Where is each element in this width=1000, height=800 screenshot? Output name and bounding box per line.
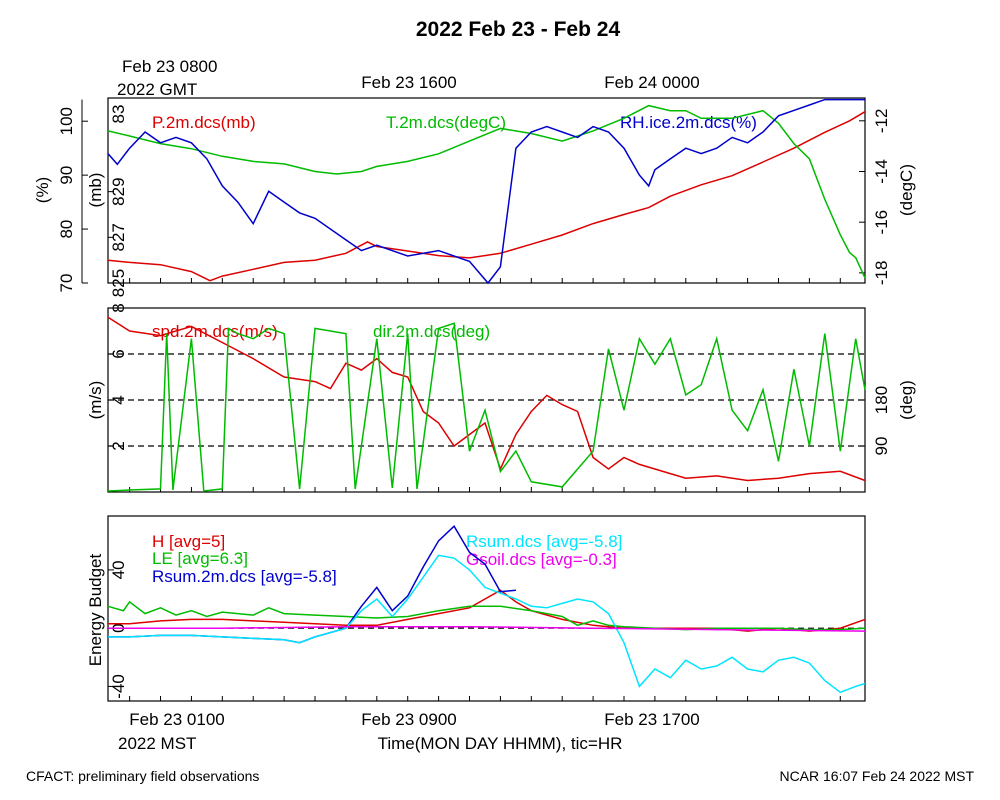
p-axis-label: (mb)	[86, 173, 105, 208]
legend-rsum: Rsum.dcs [avg=-5.8]	[466, 532, 622, 551]
p-tick-label-0: 829	[109, 177, 128, 205]
series-line-rsum-dcs-avg-5-8-	[108, 554, 866, 694]
chart-marks: 829 827 825 100 90 80 70 -12 -14 -16 -18 2 4 6 8 90 180 4…	[57, 98, 891, 701]
legend-pressure: P.2m.dcs(mb)	[152, 113, 256, 132]
legend-sensible-heat: H [avg=5]	[152, 532, 225, 551]
spd-tick-label-2: 6	[109, 349, 128, 358]
dir-tick-label-0: 90	[872, 437, 891, 456]
rh-axis-label: (%)	[33, 177, 52, 203]
gmt-tick-label-3: Feb 24 0000	[604, 73, 699, 92]
spd-tick-label-0: 2	[109, 441, 128, 450]
footer-left: CFACT: preliminary field observations	[26, 768, 259, 784]
series-line-t-2m-dcs-degc-	[107, 104, 866, 279]
legend-temperature: T.2m.dcs(degC)	[386, 113, 506, 132]
energy-tick-label-2: -40	[109, 674, 128, 699]
page-title: 2022 Feb 23 - Feb 24	[416, 18, 621, 41]
mst-tick-label-3: Feb 23 1700	[604, 710, 699, 729]
rh-tick-label-2: 80	[57, 220, 76, 239]
gmt-tick-label-2: Feb 23 1600	[361, 73, 456, 92]
series-line-rh-ice-2m-dcs-	[107, 98, 865, 285]
p-tick-label-1: 827	[109, 223, 128, 251]
rh-tick-label-1: 90	[57, 166, 76, 185]
legend-rsum-2m: Rsum.2m.dcs [avg=-5.8]	[152, 567, 337, 586]
legend-rh-ice: RH.ice.2m.dcs(%)	[620, 113, 757, 132]
series-line-gsoil-dcs-avg-0-3-	[108, 625, 866, 632]
series-line-spd-2m-dcs-m-s-	[107, 316, 866, 482]
rh-tick-label-0: 100	[57, 107, 76, 135]
time-axis-title: Time(MON DAY HHMM), tic=HR	[378, 734, 623, 753]
gmt-tick-label-1: Feb 23 0800	[122, 57, 217, 76]
series-line-p-2m-dcs-mb-	[107, 111, 866, 282]
t-axis-label: (degC)	[897, 164, 916, 216]
spd-tick-label-3: 8	[109, 303, 128, 312]
t-tick-label-2: -16	[872, 210, 891, 235]
legend-latent-heat: LE [avg=6.3]	[152, 549, 248, 568]
t-tick-label-0: -12	[872, 109, 891, 134]
mst-zone-label: 2022 MST	[118, 734, 196, 753]
mst-tick-label-1: Feb 23 0100	[129, 710, 224, 729]
p-axis-top-tick: 83	[109, 105, 128, 124]
rh-tick-label-3: 70	[57, 274, 76, 293]
footer-right: NCAR 16:07 Feb 24 2022 MST	[779, 768, 974, 784]
dir-tick-label-1: 180	[872, 386, 891, 414]
energy-tick-label-0: 40	[109, 560, 128, 579]
speed-axis-label: (m/s)	[86, 381, 105, 420]
spd-tick-label-1: 4	[109, 395, 128, 404]
legend-ground-heat: Gsoil.dcs [avg=-0.3]	[466, 550, 617, 569]
energy-axis-label: Energy Budget	[86, 553, 105, 666]
mst-tick-label-2: Feb 23 0900	[361, 710, 456, 729]
series-line-le-avg-6-3-	[107, 600, 866, 631]
series-line-dir-2m-dcs-deg-	[107, 322, 866, 492]
t-tick-label-1: -14	[872, 159, 891, 184]
legend-wind-direction: dir.2m.dcs(deg)	[373, 322, 490, 341]
gmt-zone-label: 2022 GMT	[117, 80, 197, 99]
series-line-h-avg-5-	[108, 589, 866, 632]
direction-axis-label: (deg)	[897, 380, 916, 420]
p-tick-label-2: 825	[109, 269, 128, 297]
panel-3-frame	[107, 515, 866, 702]
panel-1-frame	[107, 97, 866, 284]
t-tick-label-3: -18	[872, 261, 891, 286]
